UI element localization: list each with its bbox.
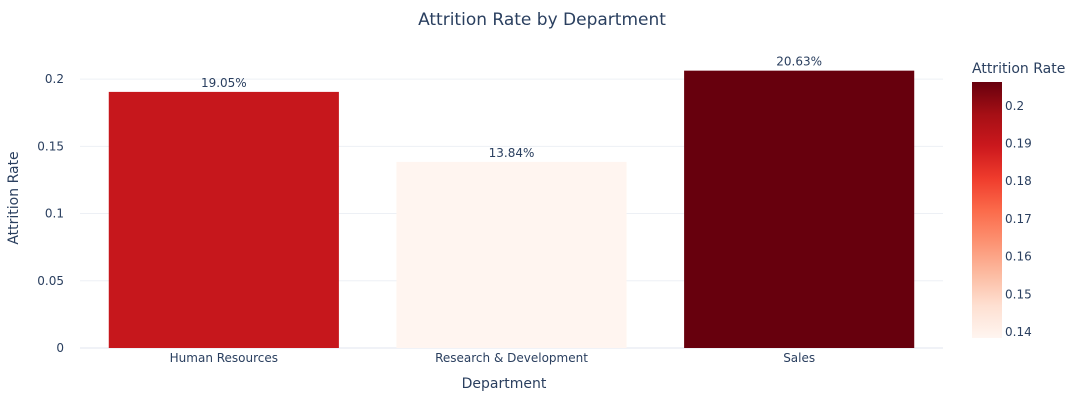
y-axis-title: Attrition Rate — [6, 151, 22, 244]
colorbar — [972, 82, 1002, 338]
x-tick-label: Sales — [783, 351, 815, 365]
y-tick-label: 0.15 — [37, 139, 64, 153]
bar — [108, 91, 339, 349]
x-tick-label: Research & Development — [435, 351, 588, 365]
y-tick-label: 0.1 — [45, 207, 64, 221]
x-axis-ticks: Human Resources Research & Development Sal… — [170, 351, 815, 365]
bar — [396, 161, 627, 348]
x-axis-title: Department — [462, 376, 547, 392]
colorbar-tick-label: 0.17 — [1005, 212, 1032, 226]
colorbar-tick-label: 0.18 — [1005, 174, 1032, 188]
x-tick-label: Human Resources — [170, 351, 278, 365]
colorbar-ticks: 0.14 0.15 0.16 0.17 0.18 0.19 0.2 — [1005, 99, 1032, 339]
y-tick-label: 0.2 — [45, 72, 64, 86]
y-tick-label: 0 — [56, 341, 64, 355]
colorbar-tick-label: 0.2 — [1005, 99, 1024, 113]
colorbar-tick-label: 0.19 — [1005, 136, 1032, 150]
bar — [684, 70, 915, 348]
bars — [108, 70, 915, 349]
chart-title: Attrition Rate by Department — [418, 10, 666, 30]
bar-data-label: 13.84% — [489, 146, 535, 160]
y-tick-label: 0.05 — [37, 274, 64, 288]
bar-data-labels: 19.05% 13.84% 20.63% — [201, 55, 822, 160]
colorbar-title: Attrition Rate — [972, 61, 1065, 77]
bar-data-label: 20.63% — [776, 55, 822, 69]
colorbar-tick-label: 0.15 — [1005, 287, 1032, 301]
y-axis-ticks: 0 0.05 0.1 0.15 0.2 — [37, 72, 64, 355]
colorbar-tick-label: 0.16 — [1005, 250, 1032, 264]
bar-data-label: 19.05% — [201, 76, 247, 90]
colorbar-tick-label: 0.14 — [1005, 325, 1032, 339]
